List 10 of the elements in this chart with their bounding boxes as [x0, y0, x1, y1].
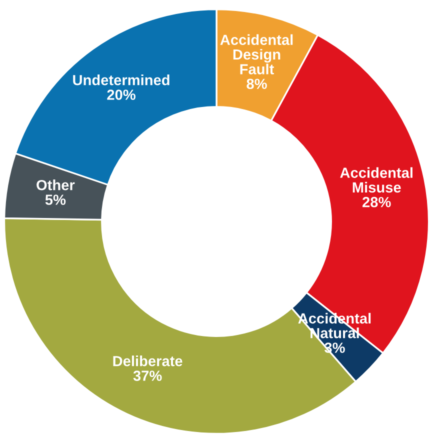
slice-label: Other: [36, 180, 75, 190]
slice-label: Undetermined: [73, 74, 170, 86]
data-label: 28%: [362, 196, 391, 208]
data-label: 5%: [45, 194, 66, 205]
slice-label: Deliberate: [113, 356, 182, 366]
slice-label: Accidental Misuse: [340, 167, 412, 193]
slice-label: Accidental Design Fault: [220, 34, 293, 74]
data-label: 20%: [107, 90, 136, 100]
data-label: 8%: [246, 78, 267, 90]
data-label: 37%: [133, 370, 162, 381]
